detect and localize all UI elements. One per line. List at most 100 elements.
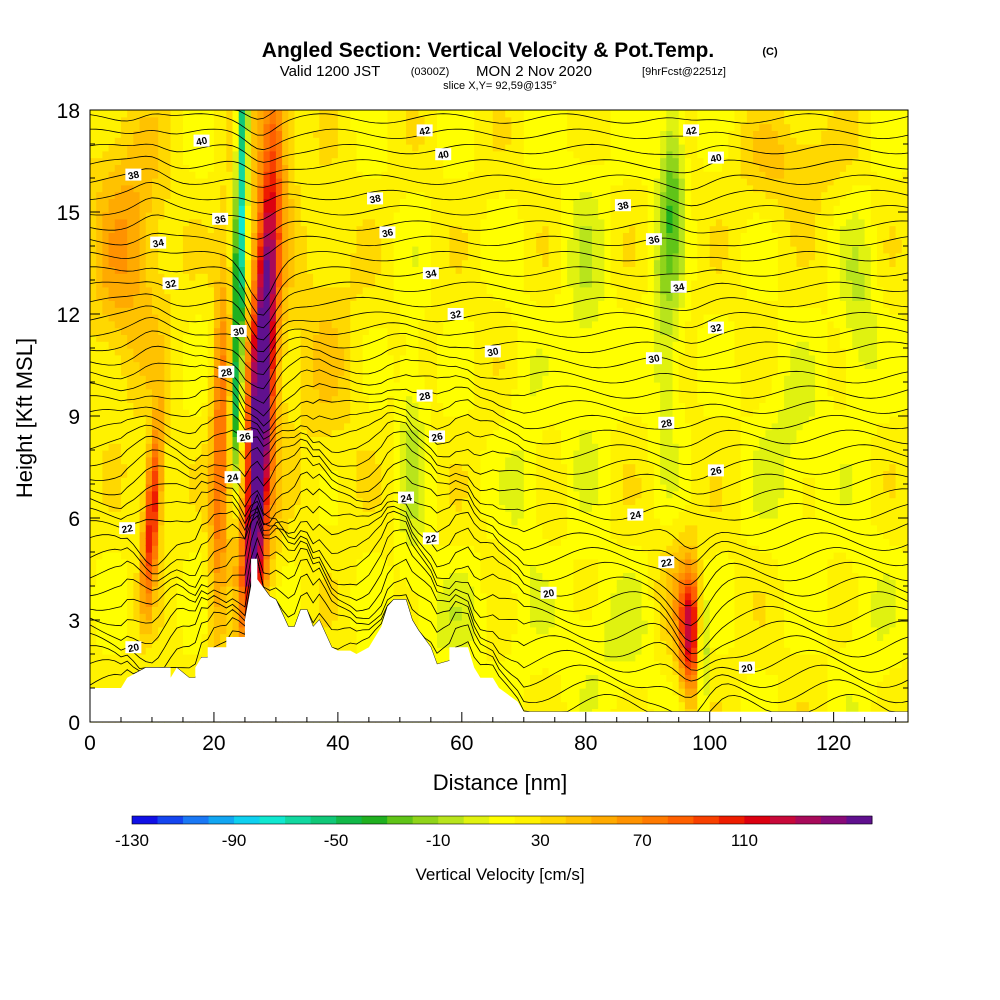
velocity-cell (176, 511, 184, 519)
velocity-cell (226, 150, 234, 159)
velocity-cell (182, 477, 190, 485)
velocity-cell (393, 137, 401, 145)
velocity-cell (114, 164, 122, 172)
velocity-cell (418, 531, 426, 539)
velocity-cell (226, 266, 234, 274)
velocity-cell (313, 116, 320, 125)
velocity-cell (90, 524, 97, 533)
velocity-cell (145, 586, 153, 594)
velocity-cell (300, 524, 308, 533)
velocity-cell (356, 450, 364, 458)
velocity-cell (294, 565, 302, 573)
velocity-cell (133, 164, 141, 172)
velocity-cell (189, 647, 196, 655)
velocity-cell (381, 218, 389, 227)
velocity-cell (90, 565, 97, 573)
velocity-cell (90, 484, 97, 492)
velocity-cell (393, 511, 401, 519)
velocity-cell (139, 144, 147, 152)
velocity-cell (102, 463, 110, 471)
velocity-cell (164, 212, 172, 220)
velocity-cell (381, 144, 389, 152)
velocity-cell (182, 490, 190, 499)
velocity-cell (257, 402, 265, 410)
velocity-cell (195, 456, 203, 465)
velocity-cell (418, 137, 426, 145)
velocity-cell (325, 436, 333, 444)
velocity-cell (282, 382, 289, 390)
velocity-cell (244, 252, 252, 261)
velocity-cell (381, 198, 389, 206)
velocity-cell (244, 558, 252, 567)
velocity-cell (96, 456, 103, 465)
velocity-cell (418, 375, 426, 383)
velocity-cell (114, 606, 122, 614)
velocity-cell (406, 191, 413, 199)
velocity-cell (282, 504, 289, 512)
velocity-cell (319, 157, 327, 165)
velocity-cell (275, 178, 283, 186)
velocity-cell (232, 259, 240, 267)
velocity-cell (120, 409, 128, 417)
velocity-cell (195, 497, 203, 505)
velocity-cell (257, 422, 265, 431)
velocity-cell (164, 164, 172, 172)
velocity-cell (220, 586, 227, 594)
velocity-cell (288, 565, 296, 573)
velocity-cell (313, 490, 320, 499)
velocity-cell (127, 191, 134, 199)
velocity-cell (269, 198, 277, 206)
velocity-cell (145, 565, 153, 573)
velocity-cell (244, 375, 252, 383)
velocity-cell (269, 130, 277, 138)
velocity-cell (182, 252, 190, 261)
velocity-cell (412, 456, 420, 465)
velocity-cell (189, 198, 196, 206)
velocity-cell (368, 484, 376, 492)
velocity-cell (275, 382, 283, 390)
velocity-cell (108, 565, 116, 573)
velocity-cell (207, 484, 215, 492)
velocity-cell (176, 266, 184, 274)
velocity-cell (350, 633, 358, 641)
velocity-cell (418, 252, 426, 261)
velocity-cell (244, 198, 252, 206)
velocity-cell (381, 334, 389, 342)
velocity-cell (90, 443, 97, 451)
velocity-cell (362, 599, 370, 607)
velocity-cell (387, 334, 395, 342)
velocity-cell (288, 470, 296, 478)
velocity-cell (102, 599, 110, 607)
velocity-cell (399, 463, 407, 471)
velocity-cell (220, 348, 227, 356)
velocity-cell (325, 592, 333, 601)
velocity-cell (127, 613, 134, 621)
velocity-cell (213, 205, 221, 213)
velocity-cell (139, 422, 147, 431)
velocity-cell (139, 110, 147, 118)
velocity-cell (226, 463, 234, 471)
velocity-cell (114, 545, 122, 553)
velocity-cell (325, 470, 333, 478)
velocity-cell (325, 606, 333, 614)
velocity-cell (294, 239, 302, 247)
velocity-cell (381, 150, 389, 159)
velocity-cell (127, 252, 134, 261)
velocity-cell (102, 198, 110, 206)
velocity-cell (375, 531, 382, 539)
velocity-cell (356, 354, 364, 363)
velocity-cell (182, 511, 190, 519)
velocity-cell (232, 191, 240, 199)
velocity-cell (337, 545, 345, 553)
velocity-cell (213, 626, 221, 635)
velocity-cell (257, 456, 265, 465)
velocity-cell (368, 388, 376, 397)
velocity-cell (102, 402, 110, 410)
velocity-cell (90, 497, 97, 505)
velocity-cell (189, 354, 196, 363)
velocity-cell (424, 422, 432, 431)
velocity-cell (263, 443, 271, 451)
velocity-cell (275, 545, 283, 553)
velocity-cell (424, 375, 432, 383)
velocity-cell (399, 150, 407, 159)
